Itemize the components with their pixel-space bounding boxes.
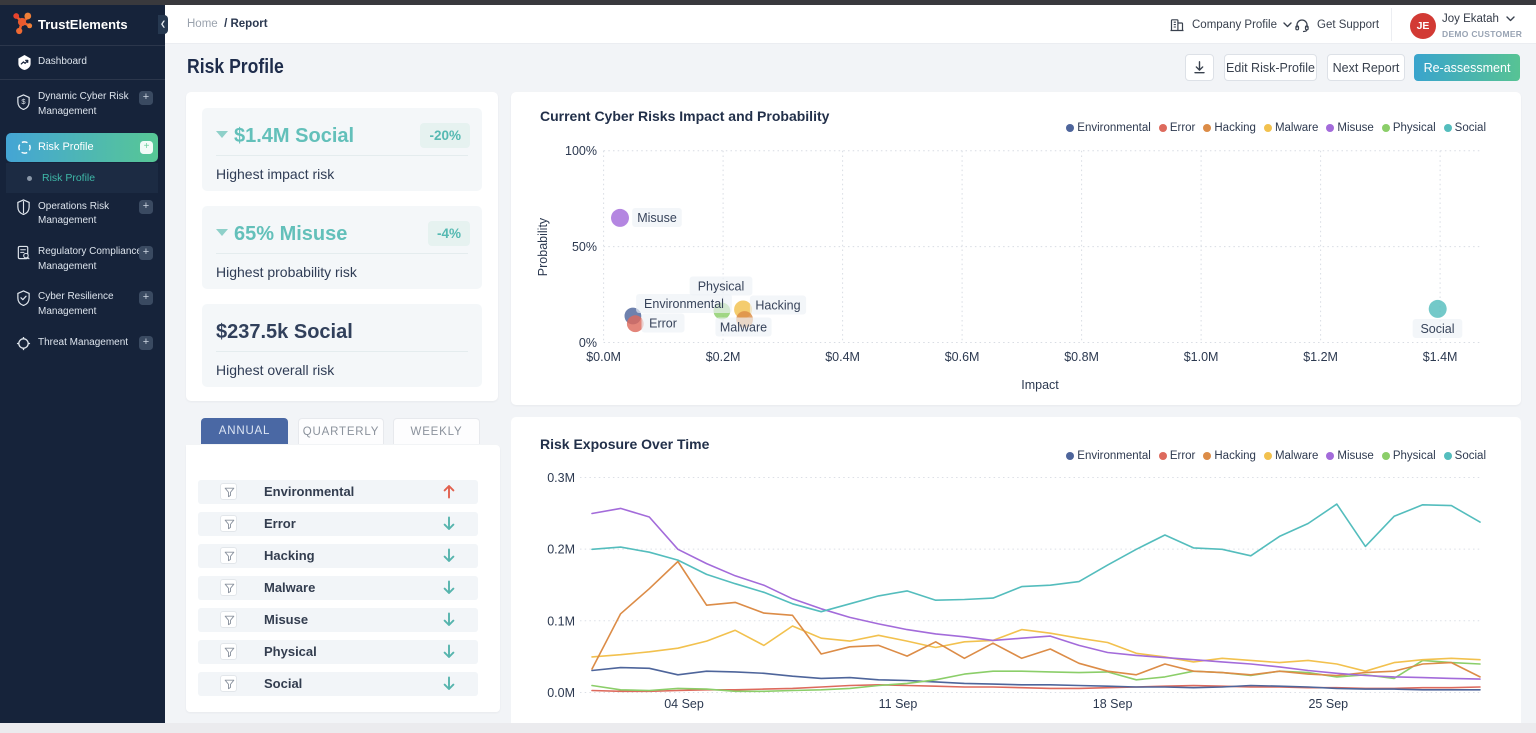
- svg-text:0.2M: 0.2M: [547, 542, 575, 556]
- svg-text:Impact: Impact: [1021, 378, 1059, 392]
- svg-text:100%: 100%: [565, 144, 597, 158]
- svg-text:Physical: Physical: [698, 280, 745, 294]
- svg-text:$0.4M: $0.4M: [825, 350, 860, 364]
- svg-text:0.1M: 0.1M: [547, 614, 575, 628]
- svg-text:Hacking: Hacking: [755, 299, 800, 313]
- svg-text:$1.0M: $1.0M: [1184, 350, 1219, 364]
- svg-text:50%: 50%: [572, 240, 597, 254]
- svg-text:$1.4M: $1.4M: [1423, 350, 1458, 364]
- svg-text:0.0M: 0.0M: [547, 686, 575, 700]
- svg-text:Probability: Probability: [536, 217, 550, 276]
- svg-text:$1.2M: $1.2M: [1303, 350, 1338, 364]
- svg-text:0.3M: 0.3M: [547, 471, 575, 485]
- svg-text:$0.2M: $0.2M: [706, 350, 741, 364]
- svg-text:Error: Error: [649, 317, 677, 331]
- svg-text:$0.6M: $0.6M: [945, 350, 980, 364]
- svg-text:0%: 0%: [579, 336, 597, 350]
- svg-text:Malware: Malware: [720, 321, 767, 335]
- svg-text:Social: Social: [1420, 322, 1454, 336]
- svg-text:25 Sep: 25 Sep: [1308, 697, 1348, 711]
- svg-text:Misuse: Misuse: [637, 211, 677, 225]
- svg-text:Environmental: Environmental: [644, 297, 724, 311]
- svg-text:$: $: [21, 97, 26, 106]
- svg-text:04 Sep: 04 Sep: [664, 697, 704, 711]
- svg-text:$0.8M: $0.8M: [1064, 350, 1099, 364]
- svg-text:$0.0M: $0.0M: [586, 350, 621, 364]
- svg-text:11 Sep: 11 Sep: [879, 697, 918, 711]
- svg-text:18 Sep: 18 Sep: [1093, 697, 1133, 711]
